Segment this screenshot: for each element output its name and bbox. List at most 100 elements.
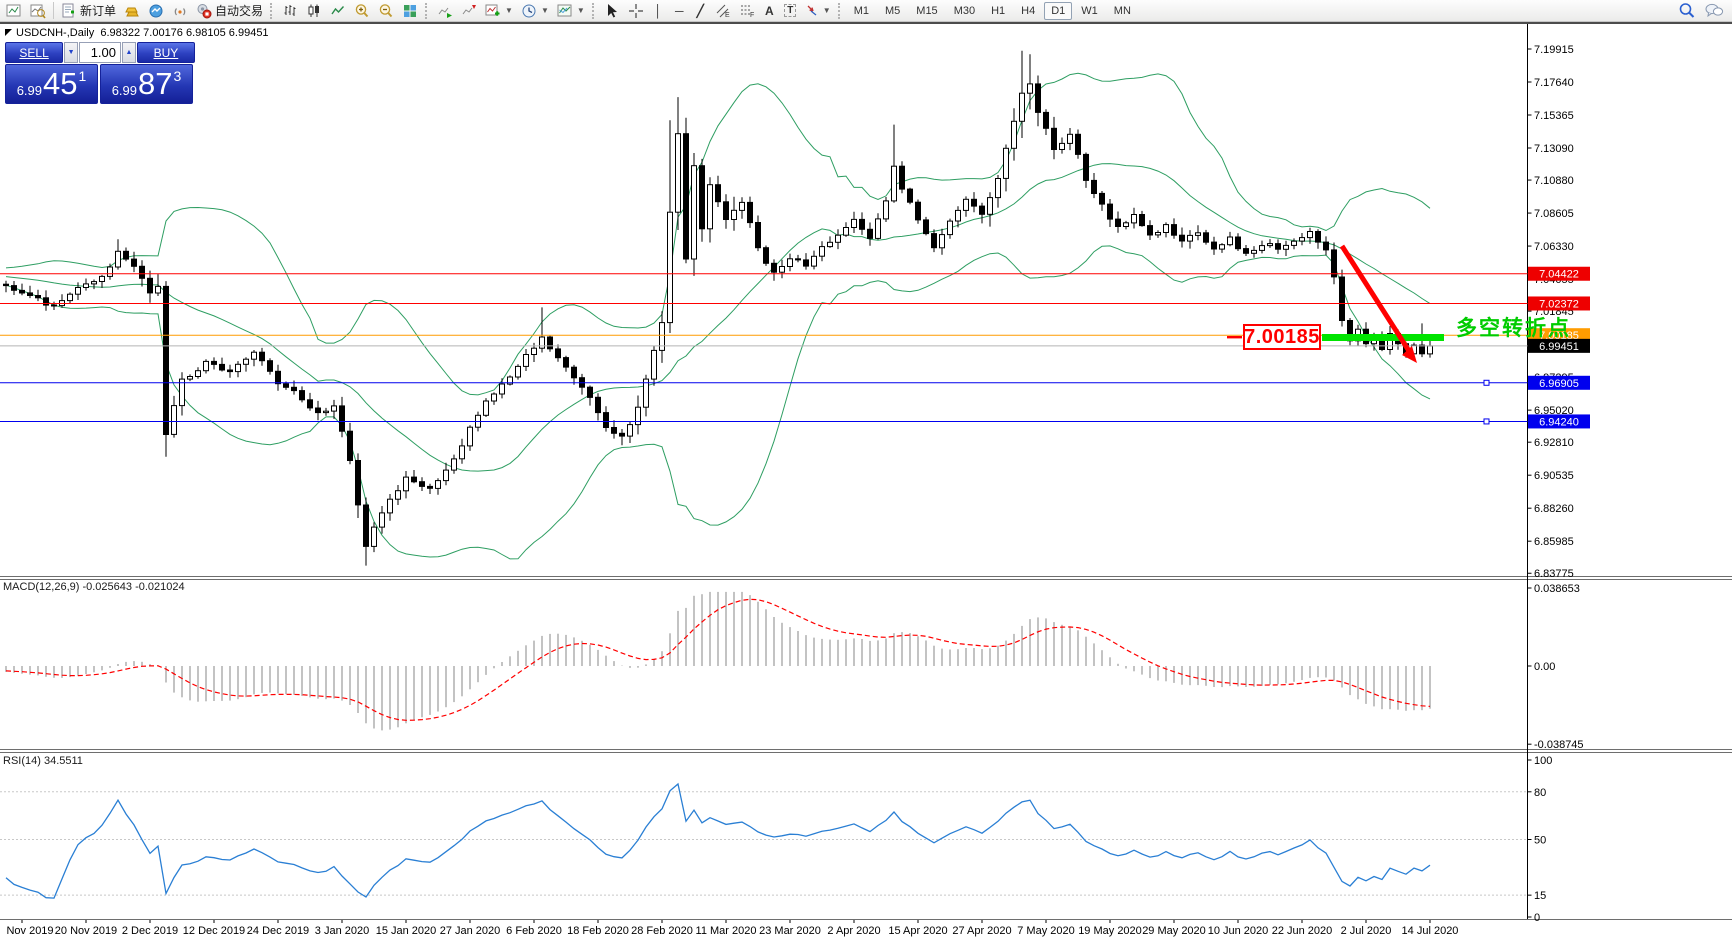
text-tool-button[interactable]: A (759, 1, 780, 21)
sell-price-point: 1 (78, 68, 87, 84)
chat-icon[interactable] (1704, 2, 1724, 20)
trendline-tool-button[interactable]: ╱ (690, 1, 711, 21)
search-icon[interactable] (1678, 2, 1696, 20)
profiles-button[interactable] (26, 1, 50, 21)
svg-text:6.92810: 6.92810 (1534, 437, 1574, 449)
macd-label: MACD(12,26,9) -0.025643 -0.021024 (3, 581, 185, 593)
sell-button[interactable]: SELL (5, 42, 64, 63)
chart-shift-icon (462, 4, 477, 14)
timeframe-button-M5[interactable]: M5 (885, 4, 901, 17)
new-chart-button[interactable] (2, 1, 26, 21)
svg-text:7.17640: 7.17640 (1534, 77, 1574, 89)
zoom-out-button[interactable] (374, 1, 398, 21)
svg-text:28 Feb 2020: 28 Feb 2020 (631, 925, 693, 937)
buy-button[interactable]: BUY (136, 42, 195, 63)
candlesticks (3, 50, 1433, 566)
buy-price-button[interactable]: 6.99 87 3 (100, 64, 193, 104)
autotrade-label: 自动交易 (215, 4, 264, 18)
label-tool-button[interactable]: T (780, 1, 801, 21)
signals-button[interactable] (168, 1, 192, 21)
arrows-tool-button[interactable]: ▼ (801, 1, 835, 21)
horizontal-level-lines[interactable]: 7.04422 7.02372 7.00185 6.96905 6.94240 6.994… (0, 266, 1590, 429)
timeframe-button-M15[interactable]: M15 (916, 4, 938, 17)
toolbar-separator (53, 2, 54, 19)
candlestick-button[interactable] (302, 1, 326, 21)
bar-chart-icon (284, 4, 296, 16)
svg-text:100: 100 (1534, 755, 1552, 767)
chart-annotations[interactable] (1227, 244, 1444, 363)
date-axis: Nov 2019 20 Nov 2019 2 Dec 2019 12 Dec 2019… (6, 920, 1458, 937)
buy-price-point: 3 (173, 68, 182, 84)
svg-text:12 Dec 2019: 12 Dec 2019 (183, 925, 245, 937)
timeframe-button-H1[interactable]: H1 (991, 4, 1006, 17)
toolbar-grip (837, 2, 843, 19)
templates-button[interactable]: ▼ (553, 1, 589, 21)
price-callout-label[interactable]: 7.00185 (1243, 324, 1321, 350)
timeframe-group: M1 M5 M15 M30 H1 H4 D1 W1 MN (846, 1, 1139, 20)
green-support-band (1322, 334, 1444, 341)
channel-tool-button[interactable]: E (711, 1, 735, 21)
annotation-note-text[interactable]: 多空转折点 (1456, 317, 1571, 340)
chart-shift-button[interactable] (457, 1, 481, 21)
indicators-icon (485, 4, 500, 16)
chevron-down-icon: ▼ (576, 6, 585, 15)
arrows-icon (807, 5, 817, 16)
new-order-button[interactable]: 新订单 (57, 1, 120, 21)
channel-icon: E (716, 4, 730, 19)
svg-text:6.95020: 6.95020 (1534, 405, 1574, 417)
periods-button[interactable]: ▼ (517, 1, 553, 21)
svg-text:7.15365: 7.15365 (1534, 110, 1574, 122)
line-chart-button[interactable] (326, 1, 350, 21)
svg-text:6.83775: 6.83775 (1534, 568, 1574, 580)
one-click-trading-panel: SELL ▼ ▲ BUY 6.99 45 1 6.99 87 3 (5, 42, 195, 104)
svg-text:27 Jan 2020: 27 Jan 2020 (440, 925, 501, 937)
volume-increase-button[interactable]: ▲ (122, 42, 136, 63)
svg-text:14 Jul 2020: 14 Jul 2020 (1402, 925, 1459, 937)
timeframe-button-W1[interactable]: W1 (1081, 4, 1098, 17)
rsi-indicator (0, 782, 1527, 899)
signals-icon (174, 7, 186, 15)
timeframe-button-M30[interactable]: M30 (953, 4, 976, 17)
volume-input[interactable] (79, 42, 121, 63)
svg-text:24 Dec 2019: 24 Dec 2019 (247, 925, 309, 937)
svg-text:50: 50 (1534, 835, 1546, 847)
clock-icon (522, 4, 536, 17)
svg-text:6.99451: 6.99451 (1539, 341, 1579, 353)
crosshair-tool-button[interactable] (624, 1, 648, 21)
toolbar-grip (270, 2, 275, 19)
svg-text:7.13090: 7.13090 (1534, 143, 1574, 155)
timeframe-button-M1[interactable]: M1 (853, 4, 869, 17)
macd-indicator (5, 591, 1431, 731)
svg-text:7.04422: 7.04422 (1539, 269, 1579, 281)
svg-text:3 Jan 2020: 3 Jan 2020 (315, 925, 369, 937)
svg-text:22 Jun 2020: 22 Jun 2020 (1272, 925, 1333, 937)
cursor-tool-button[interactable] (600, 1, 624, 21)
new-chart-icon (6, 4, 21, 16)
market-button[interactable] (120, 1, 144, 21)
fibonacci-tool-button[interactable]: F (735, 1, 759, 21)
sell-price-button[interactable]: 6.99 45 1 (5, 64, 98, 104)
tile-windows-button[interactable] (398, 1, 422, 21)
zoom-in-button[interactable] (350, 1, 374, 21)
volume-decrease-button[interactable]: ▼ (64, 42, 78, 63)
timeframe-button-H4[interactable]: H4 (1021, 4, 1036, 17)
svg-text:7.06330: 7.06330 (1534, 241, 1574, 253)
vline-icon: │ (654, 3, 663, 18)
vertical-line-tool-button[interactable]: │ (648, 1, 669, 21)
svg-text:7.10880: 7.10880 (1534, 175, 1574, 187)
timeframe-button-MN[interactable]: MN (1113, 4, 1131, 17)
hline-icon: ─ (675, 3, 684, 18)
sell-price-prefix: 6.99 (16, 83, 43, 98)
autotrade-button[interactable]: 自动交易 (192, 1, 267, 21)
horizontal-line-tool-button[interactable]: ─ (669, 1, 690, 21)
timeframe-button-D1[interactable]: D1 (1044, 1, 1073, 20)
auto-scroll-button[interactable] (433, 1, 457, 21)
bar-chart-button[interactable] (278, 1, 302, 21)
rsi-axis: 100 80 50 15 0 (1527, 755, 1552, 924)
indicators-button[interactable]: ▼ (481, 1, 517, 21)
sell-price-pips: 45 (43, 66, 78, 101)
svg-text:7.08605: 7.08605 (1534, 208, 1574, 220)
community-button[interactable] (144, 1, 168, 21)
